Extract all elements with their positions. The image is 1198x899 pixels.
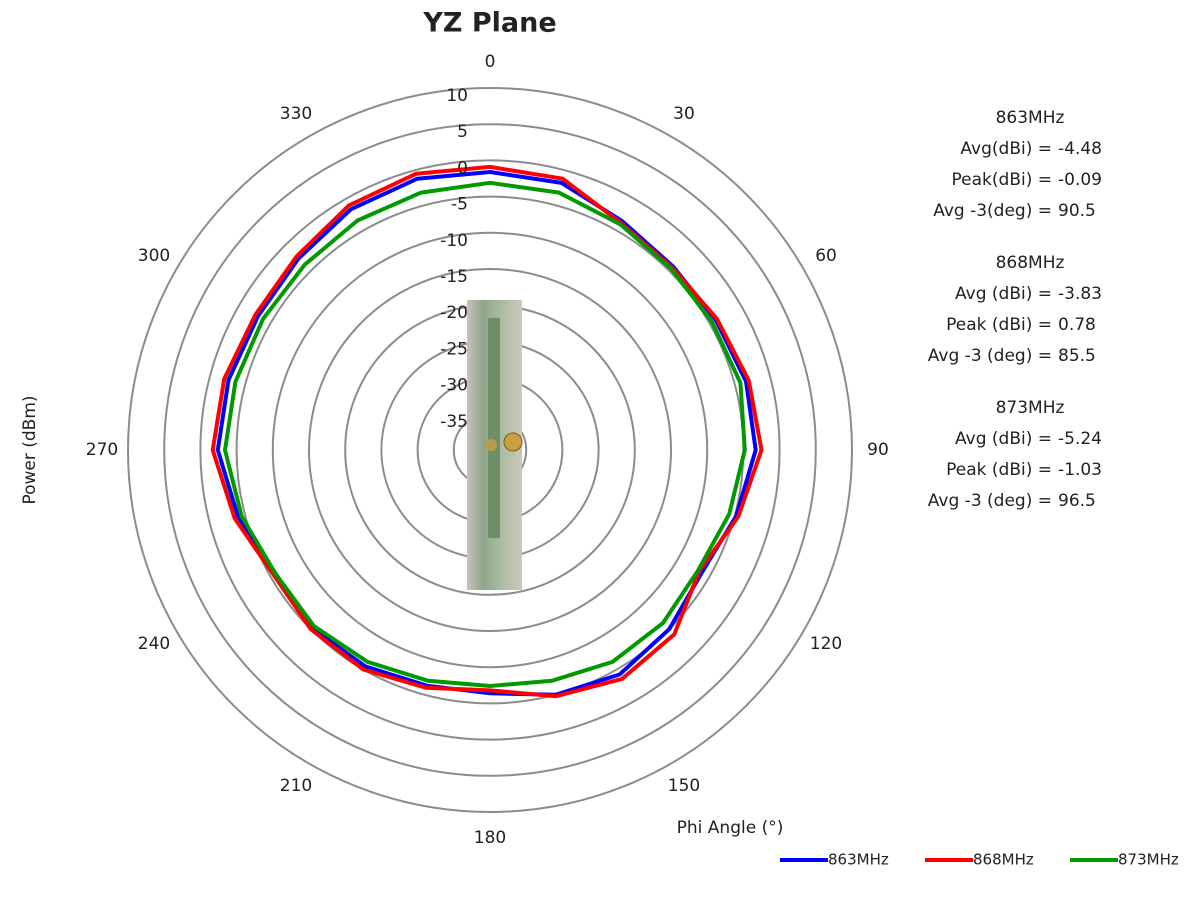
r-tick-label: -25 (440, 339, 468, 359)
theta-tick-label: 150 (668, 776, 700, 796)
antenna-photo (467, 300, 522, 590)
x-axis-label: Phi Angle (°) (677, 818, 784, 838)
r-tick-label: -30 (440, 376, 468, 396)
theta-tick-label: 210 (280, 776, 312, 796)
r-tick-label: -10 (440, 231, 468, 251)
annotation-label: Peak (dBi) = (946, 460, 1052, 480)
r-tick-label: 10 (446, 86, 468, 106)
annotation-heading: 873MHz (996, 398, 1065, 418)
theta-tick-label: 120 (810, 634, 842, 654)
annotation-label: Avg -3 (deg) = (928, 491, 1052, 511)
annotation-label: Avg (dBi) = (955, 284, 1052, 304)
r-tick-label: -5 (451, 195, 468, 215)
annotation-heading: 868MHz (996, 253, 1065, 273)
y-axis-label: Power (dBm) (20, 395, 40, 504)
theta-tick-label: 330 (280, 104, 312, 124)
theta-tick-label: 90 (867, 440, 889, 460)
annotation-value: 85.5 (1058, 346, 1096, 366)
theta-tick-label: 30 (673, 104, 695, 124)
annotation-label: Avg(dBi) = (960, 139, 1052, 159)
annotation-value: 96.5 (1058, 491, 1096, 511)
r-tick-label: -35 (440, 412, 468, 432)
annotation-heading: 863MHz (996, 108, 1065, 128)
annotation-label: Avg -3(deg) = (933, 201, 1052, 221)
theta-tick-label: 0 (485, 52, 496, 72)
annotation-value: -4.48 (1058, 139, 1102, 159)
theta-tick-label: 300 (138, 246, 170, 266)
annotation-value: -3.83 (1058, 284, 1102, 304)
annotation-value: -0.09 (1058, 170, 1102, 190)
chart-title: YZ Plane (422, 8, 556, 39)
annotation-value: -5.24 (1058, 429, 1102, 449)
legend-label: 863MHz (828, 851, 889, 869)
annotation-label: Peak(dBi) = (952, 170, 1052, 190)
r-tick-label: -15 (440, 267, 468, 287)
r-tick-label: -20 (440, 303, 468, 323)
annotation-value: 0.78 (1058, 315, 1096, 335)
theta-tick-label: 60 (815, 246, 837, 266)
legend-label: 873MHz (1118, 851, 1179, 869)
theta-tick-label: 240 (138, 634, 170, 654)
theta-tick-label: 270 (86, 440, 118, 460)
annotation-label: Peak (dBi) = (946, 315, 1052, 335)
theta-tick-label: 180 (474, 828, 506, 848)
legend-label: 868MHz (973, 851, 1034, 869)
r-tick-label: 0 (457, 158, 468, 178)
annotation-label: Avg (dBi) = (955, 429, 1052, 449)
annotation-label: Avg -3 (deg) = (928, 346, 1052, 366)
annotation-value: 90.5 (1058, 201, 1096, 221)
page: {"chart_data": { "type": "polar", "title… (0, 0, 1198, 899)
r-tick-label: 5 (457, 122, 468, 142)
annotation-value: -1.03 (1058, 460, 1102, 480)
chart: YZ Plane Power (dBm) Phi Angle (°) -35 -3… (0, 0, 1198, 899)
